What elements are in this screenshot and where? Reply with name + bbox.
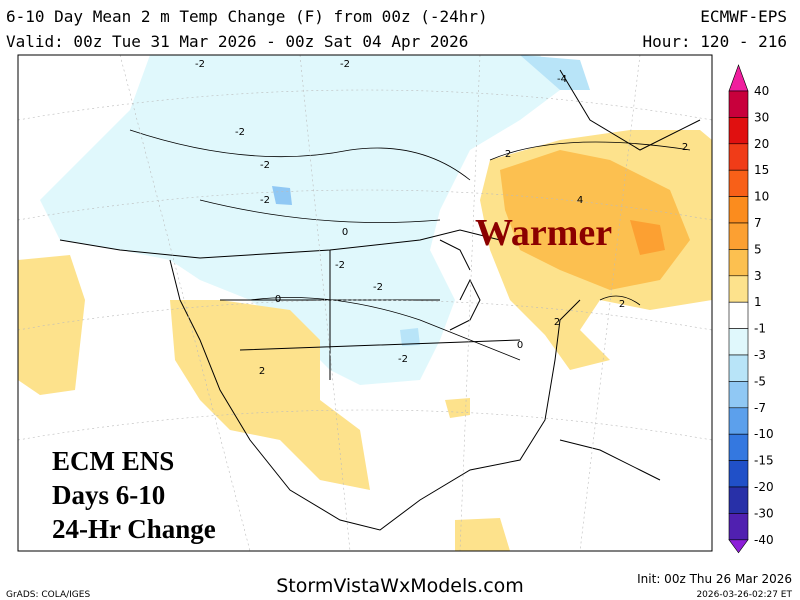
colorbar-box: [728, 143, 749, 171]
colorbar-box: [728, 275, 749, 303]
contour-label: -2: [373, 282, 383, 293]
contour-label: 2: [259, 366, 265, 377]
colorbar-box: [728, 222, 749, 250]
contour-label: -2: [335, 260, 345, 271]
warm-region: [455, 518, 510, 551]
colorbar-label: -3: [754, 348, 766, 362]
contour-label: 2: [619, 299, 625, 310]
contours: [129, 129, 691, 361]
colorbar-box: [728, 328, 749, 356]
colorbar-box: [728, 433, 749, 461]
colorbar-box: [728, 513, 749, 541]
contour-label: -2: [260, 160, 270, 171]
colorbar-box: [728, 117, 749, 145]
map: -2 -2 -2 -4 -2 -2 2 4 2 -2 -2 0 0 2 2 -2 0 2: [17, 54, 713, 552]
colorbar-label: -1: [754, 322, 766, 336]
colorbar-box: [728, 460, 749, 488]
colorbar-label: 1: [754, 295, 762, 309]
colorbar-box: [728, 354, 749, 382]
colorbar-box: [728, 301, 749, 329]
cool-region: [520, 55, 590, 90]
contour-label: -4: [557, 74, 567, 85]
title: 6-10 Day Mean 2 m Temp Change (F) from 0…: [6, 7, 488, 26]
colorbar-box: [728, 90, 749, 118]
credit: GrADS: COLA/IGES: [6, 590, 90, 600]
warm-region: [445, 398, 470, 418]
colorbar-box: [728, 196, 749, 224]
colorbar: 40 30 20 15 10 7 5 3 1 -1 -3 -5 -7 -10 -15 -20 -30 -40: [728, 64, 774, 554]
contour-label: 2: [505, 149, 511, 160]
hours: Hour: 120 - 216: [643, 32, 788, 51]
contour-label: 0: [517, 340, 523, 351]
colorbar-box: [728, 381, 749, 409]
contour-label: -2: [398, 354, 408, 365]
colorbar-label: 3: [754, 269, 762, 283]
colorbar-cap: [728, 64, 749, 92]
colorbar-label: 30: [754, 110, 769, 124]
colorbar-label: 7: [754, 216, 762, 230]
colorbar-label: 20: [754, 137, 769, 151]
colorbar-cap: [728, 539, 749, 554]
warm-region: [500, 150, 690, 290]
map-frame: [17, 54, 713, 552]
overlay-line: ECM ENS: [52, 446, 174, 476]
colorbar-label: 40: [754, 84, 769, 98]
contour-label: -2: [260, 195, 270, 206]
valid: Valid: 00z Tue 31 Mar 2026 - 00z Sat 04 …: [6, 32, 468, 51]
init: Init: 00z Thu 26 Mar 2026: [637, 572, 792, 586]
colorbar-label: -15: [754, 454, 774, 468]
colorbar-label: -30: [754, 506, 774, 520]
contour-label: -2: [235, 127, 245, 138]
cool-region: [272, 186, 292, 205]
contour-label: -2: [195, 59, 205, 70]
model: ECMWF-EPS: [700, 7, 787, 26]
colorbar-box: [728, 249, 749, 277]
colorbar-box: [728, 486, 749, 514]
colorbar-box: [728, 407, 749, 435]
colorbar-box: [728, 169, 749, 197]
contour-label: 0: [275, 294, 281, 305]
cool-region: [40, 55, 560, 385]
overlay-line: Days 6-10: [52, 480, 165, 510]
overlay-line: 24-Hr Change: [52, 514, 216, 544]
cool-region: [400, 328, 420, 346]
contour-label: -2: [340, 59, 350, 70]
colorbar-label: 5: [754, 242, 762, 256]
graticule: [18, 55, 712, 551]
contour-label: 2: [554, 317, 560, 328]
warm-region: [18, 255, 85, 395]
colorbar-label: -5: [754, 374, 766, 388]
colorbar-label: -20: [754, 480, 774, 494]
colorbar-label: 15: [754, 163, 769, 177]
overlay-label: Warmer: [475, 212, 612, 254]
colorbar-label: -7: [754, 401, 766, 415]
timestamp: 2026-03-26-02:27 ET: [696, 590, 792, 600]
colorbar-label: -40: [754, 533, 774, 547]
contour-label: 0: [342, 227, 348, 238]
contour-label: 2: [682, 142, 688, 153]
site: StormVistaWxModels.com: [276, 575, 524, 597]
contour-label: 4: [577, 195, 583, 206]
colorbar-label: -10: [754, 427, 774, 441]
colorbar-label: 10: [754, 190, 769, 204]
warm-region: [630, 220, 665, 255]
